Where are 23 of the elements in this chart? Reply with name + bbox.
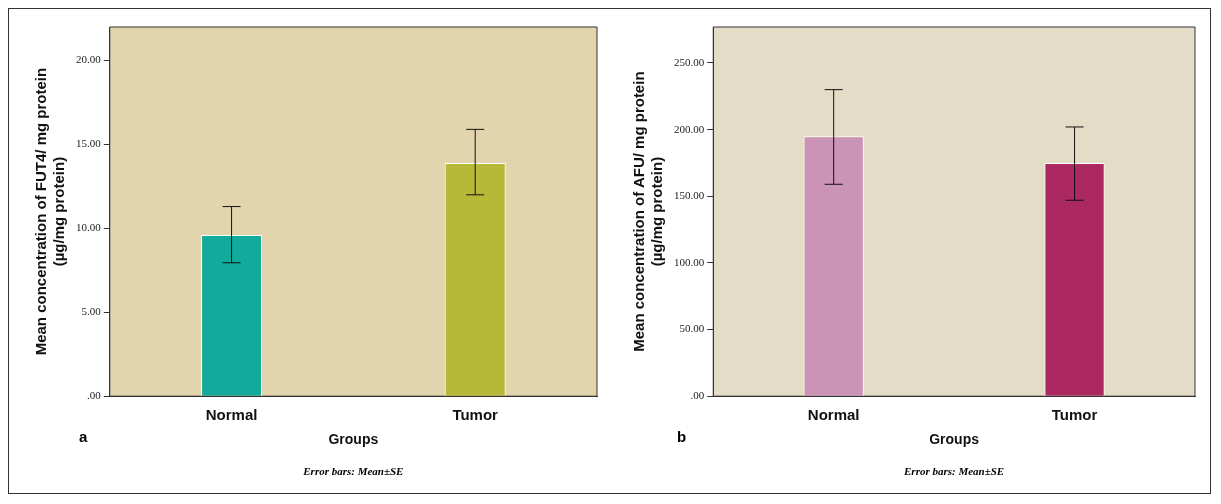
x-axis-title: Groups	[929, 431, 980, 448]
text: b	[677, 428, 687, 446]
x-axis-title: Groups	[328, 431, 379, 448]
x-tick-label: Tumor	[1051, 406, 1098, 424]
y-tick-label: 250.00	[674, 55, 705, 68]
y-tick-label: 10.00	[76, 221, 102, 234]
y-tick-label: .00	[690, 389, 705, 402]
x-tick-label: Normal	[205, 406, 258, 424]
y-axis-title: Mean concentration of FUT4/ mg protein (µg/mg protein)	[32, 67, 68, 356]
y-tick-label: 150.00	[674, 189, 705, 202]
x-tick-label: Tumor	[452, 406, 499, 424]
x-tick-label: Normal	[807, 406, 860, 424]
y-tick-label: 50.00	[679, 322, 705, 335]
y-tick-label: 20.00	[76, 53, 102, 66]
text: Error bars: Mean±SE	[302, 465, 404, 477]
y-axis-title: Mean concentration of AFU/ mg protein (µg/mg protein)	[630, 71, 666, 352]
y-tick-label: 15.00	[76, 137, 102, 150]
text: a	[79, 428, 88, 446]
text: Error bars: Mean±SE	[903, 465, 1005, 477]
y-tick-label: .00	[87, 389, 102, 402]
y-tick-label: 5.00	[81, 305, 102, 318]
y-tick-label: 100.00	[674, 255, 705, 268]
y-tick-label: 200.00	[674, 122, 705, 135]
